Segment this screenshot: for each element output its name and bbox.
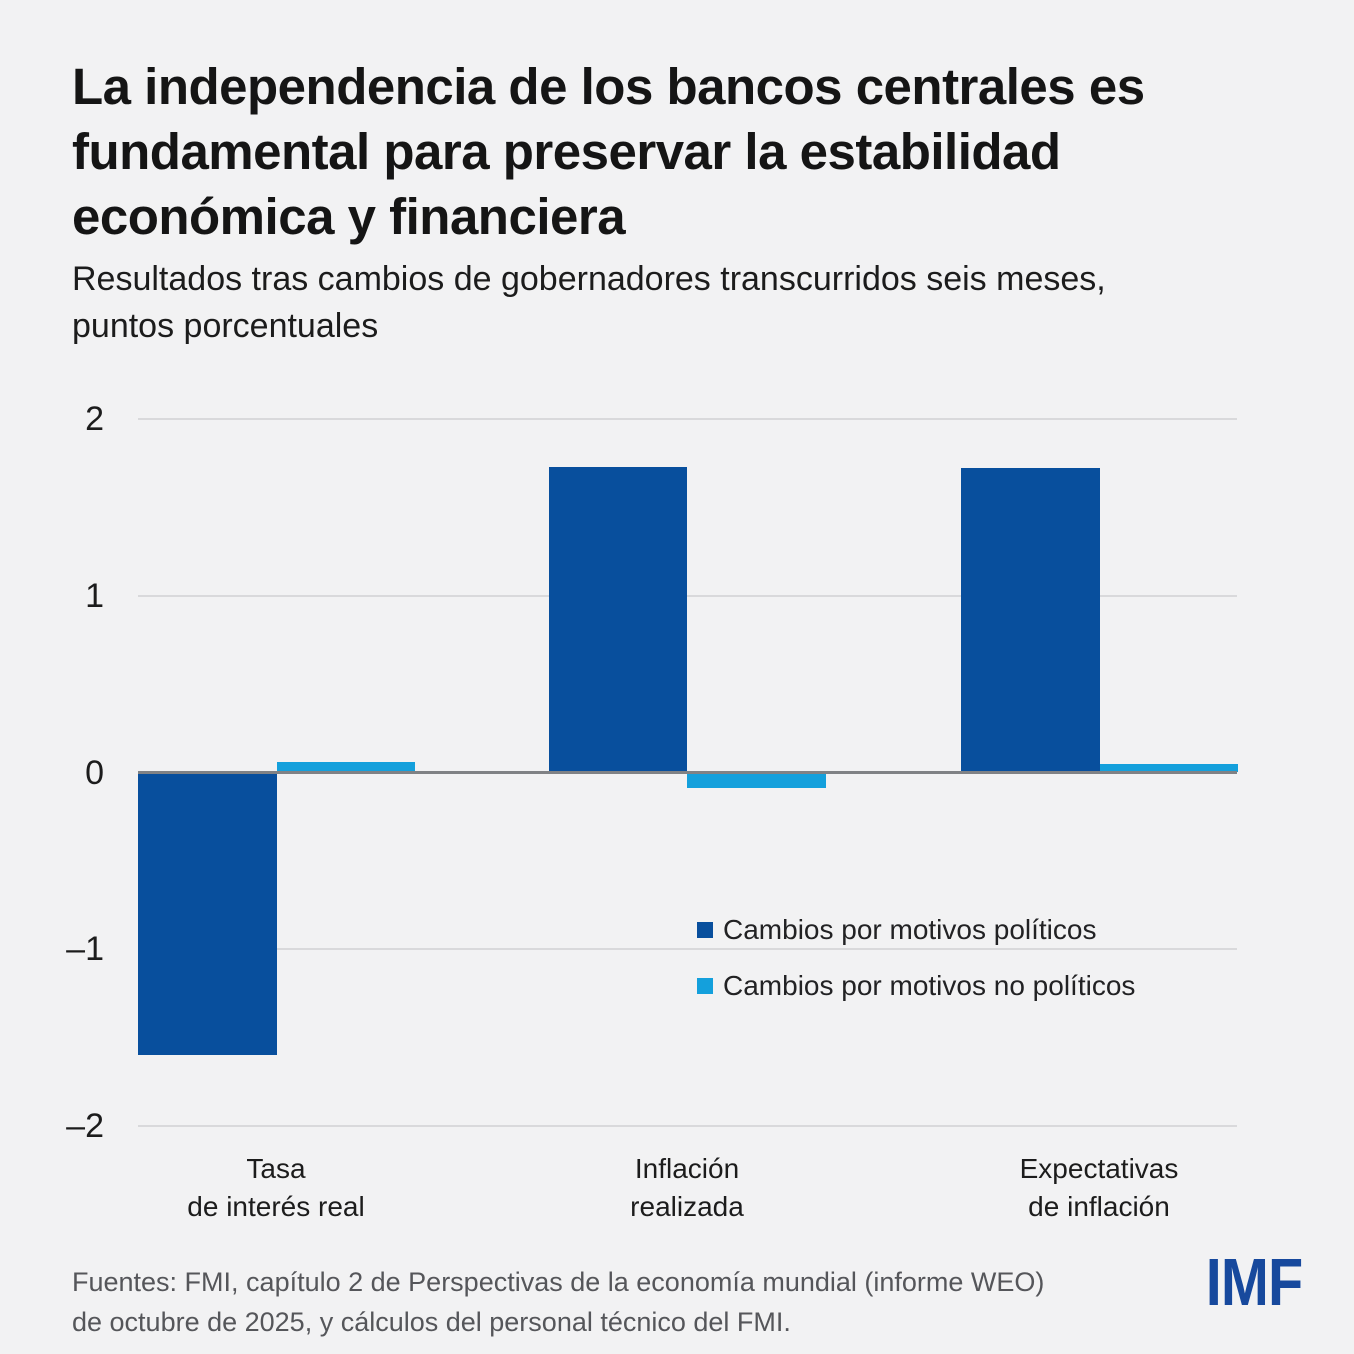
- y-tick-0: 0: [85, 753, 104, 792]
- source-note-line-1: Fuentes: FMI, capítulo 2 de Perspectivas…: [72, 1267, 1045, 1297]
- imf-logo: IMF: [1205, 1245, 1302, 1320]
- x-label-inflacion-realizada: Inflación realizada: [630, 1150, 744, 1226]
- legend-item-no-politicos: Cambios por motivos no políticos: [697, 970, 1135, 1002]
- chart-title-line-2: fundamental para preservar la estabilida…: [72, 123, 1061, 180]
- chart-title-line-1: La independencia de los bancos centrales…: [72, 58, 1145, 115]
- chart-title-line-3: económica y financiera: [72, 188, 626, 245]
- y-tick-1: 1: [85, 576, 104, 615]
- chart-subtitle-line-1: Resultados tras cambios de gobernadores …: [72, 260, 1106, 298]
- y-tick-2: 2: [85, 400, 104, 438]
- legend-label-politicos: Cambios por motivos políticos: [723, 914, 1097, 945]
- gridline-y--2: [138, 1125, 1237, 1127]
- x-label-inflacion-line-1: Inflación: [634, 1153, 740, 1184]
- y-tick--2: –2: [66, 1107, 104, 1145]
- gridline-y--1: [138, 948, 1237, 951]
- chart-subtitle: Resultados tras cambios de gobernadores …: [72, 256, 1106, 350]
- chart-title: La independencia de los bancos centrales…: [72, 54, 1145, 249]
- zero-axis-line: [138, 771, 1237, 774]
- x-label-tasa-interes-real: Tasa de interés real: [187, 1150, 364, 1226]
- y-tick--1: –1: [66, 930, 104, 969]
- legend-label-no-politicos: Cambios por motivos no políticos: [723, 970, 1136, 1001]
- x-label-expectativas-line-1: Expectativas: [1019, 1153, 1179, 1184]
- bar-series1-inflaci-n-realizada: [687, 772, 826, 789]
- x-label-expectativas-line-2: de inflación: [1028, 1191, 1170, 1222]
- bar-series1-tasa-de-inter-s-real: [276, 761, 415, 773]
- source-note: Fuentes: FMI, capítulo 2 de Perspectivas…: [72, 1262, 1044, 1342]
- x-label-expectativas-inflacion: Expectativas de inflación: [1020, 1150, 1179, 1226]
- legend-swatch-no-politicos: [697, 978, 713, 994]
- legend-item-politicos: Cambios por motivos políticos: [697, 914, 1096, 946]
- bar-series0-inflaci-n-realizada: [548, 466, 687, 773]
- x-label-inflacion-line-2: realizada: [630, 1191, 744, 1222]
- legend-swatch-politicos: [697, 922, 713, 938]
- gridline-y-1: [138, 594, 1237, 597]
- source-note-line-2: de octubre de 2025, y cálculos del perso…: [72, 1307, 791, 1337]
- bar-series1-expectativas-de-inflaci-n: [1099, 763, 1238, 773]
- x-label-tasa-line-2: de interés real: [187, 1191, 365, 1222]
- gridline-y-2: [138, 418, 1237, 420]
- plot-area: Cambios por motivos políticos Cambios po…: [138, 418, 1238, 1127]
- chart-subtitle-line-2: puntos porcentuales: [72, 307, 379, 345]
- bar-series0-tasa-de-inter-s-real: [138, 772, 277, 1056]
- bar-series0-expectativas-de-inflaci-n: [961, 468, 1100, 773]
- x-label-tasa-line-1: Tasa: [246, 1153, 306, 1184]
